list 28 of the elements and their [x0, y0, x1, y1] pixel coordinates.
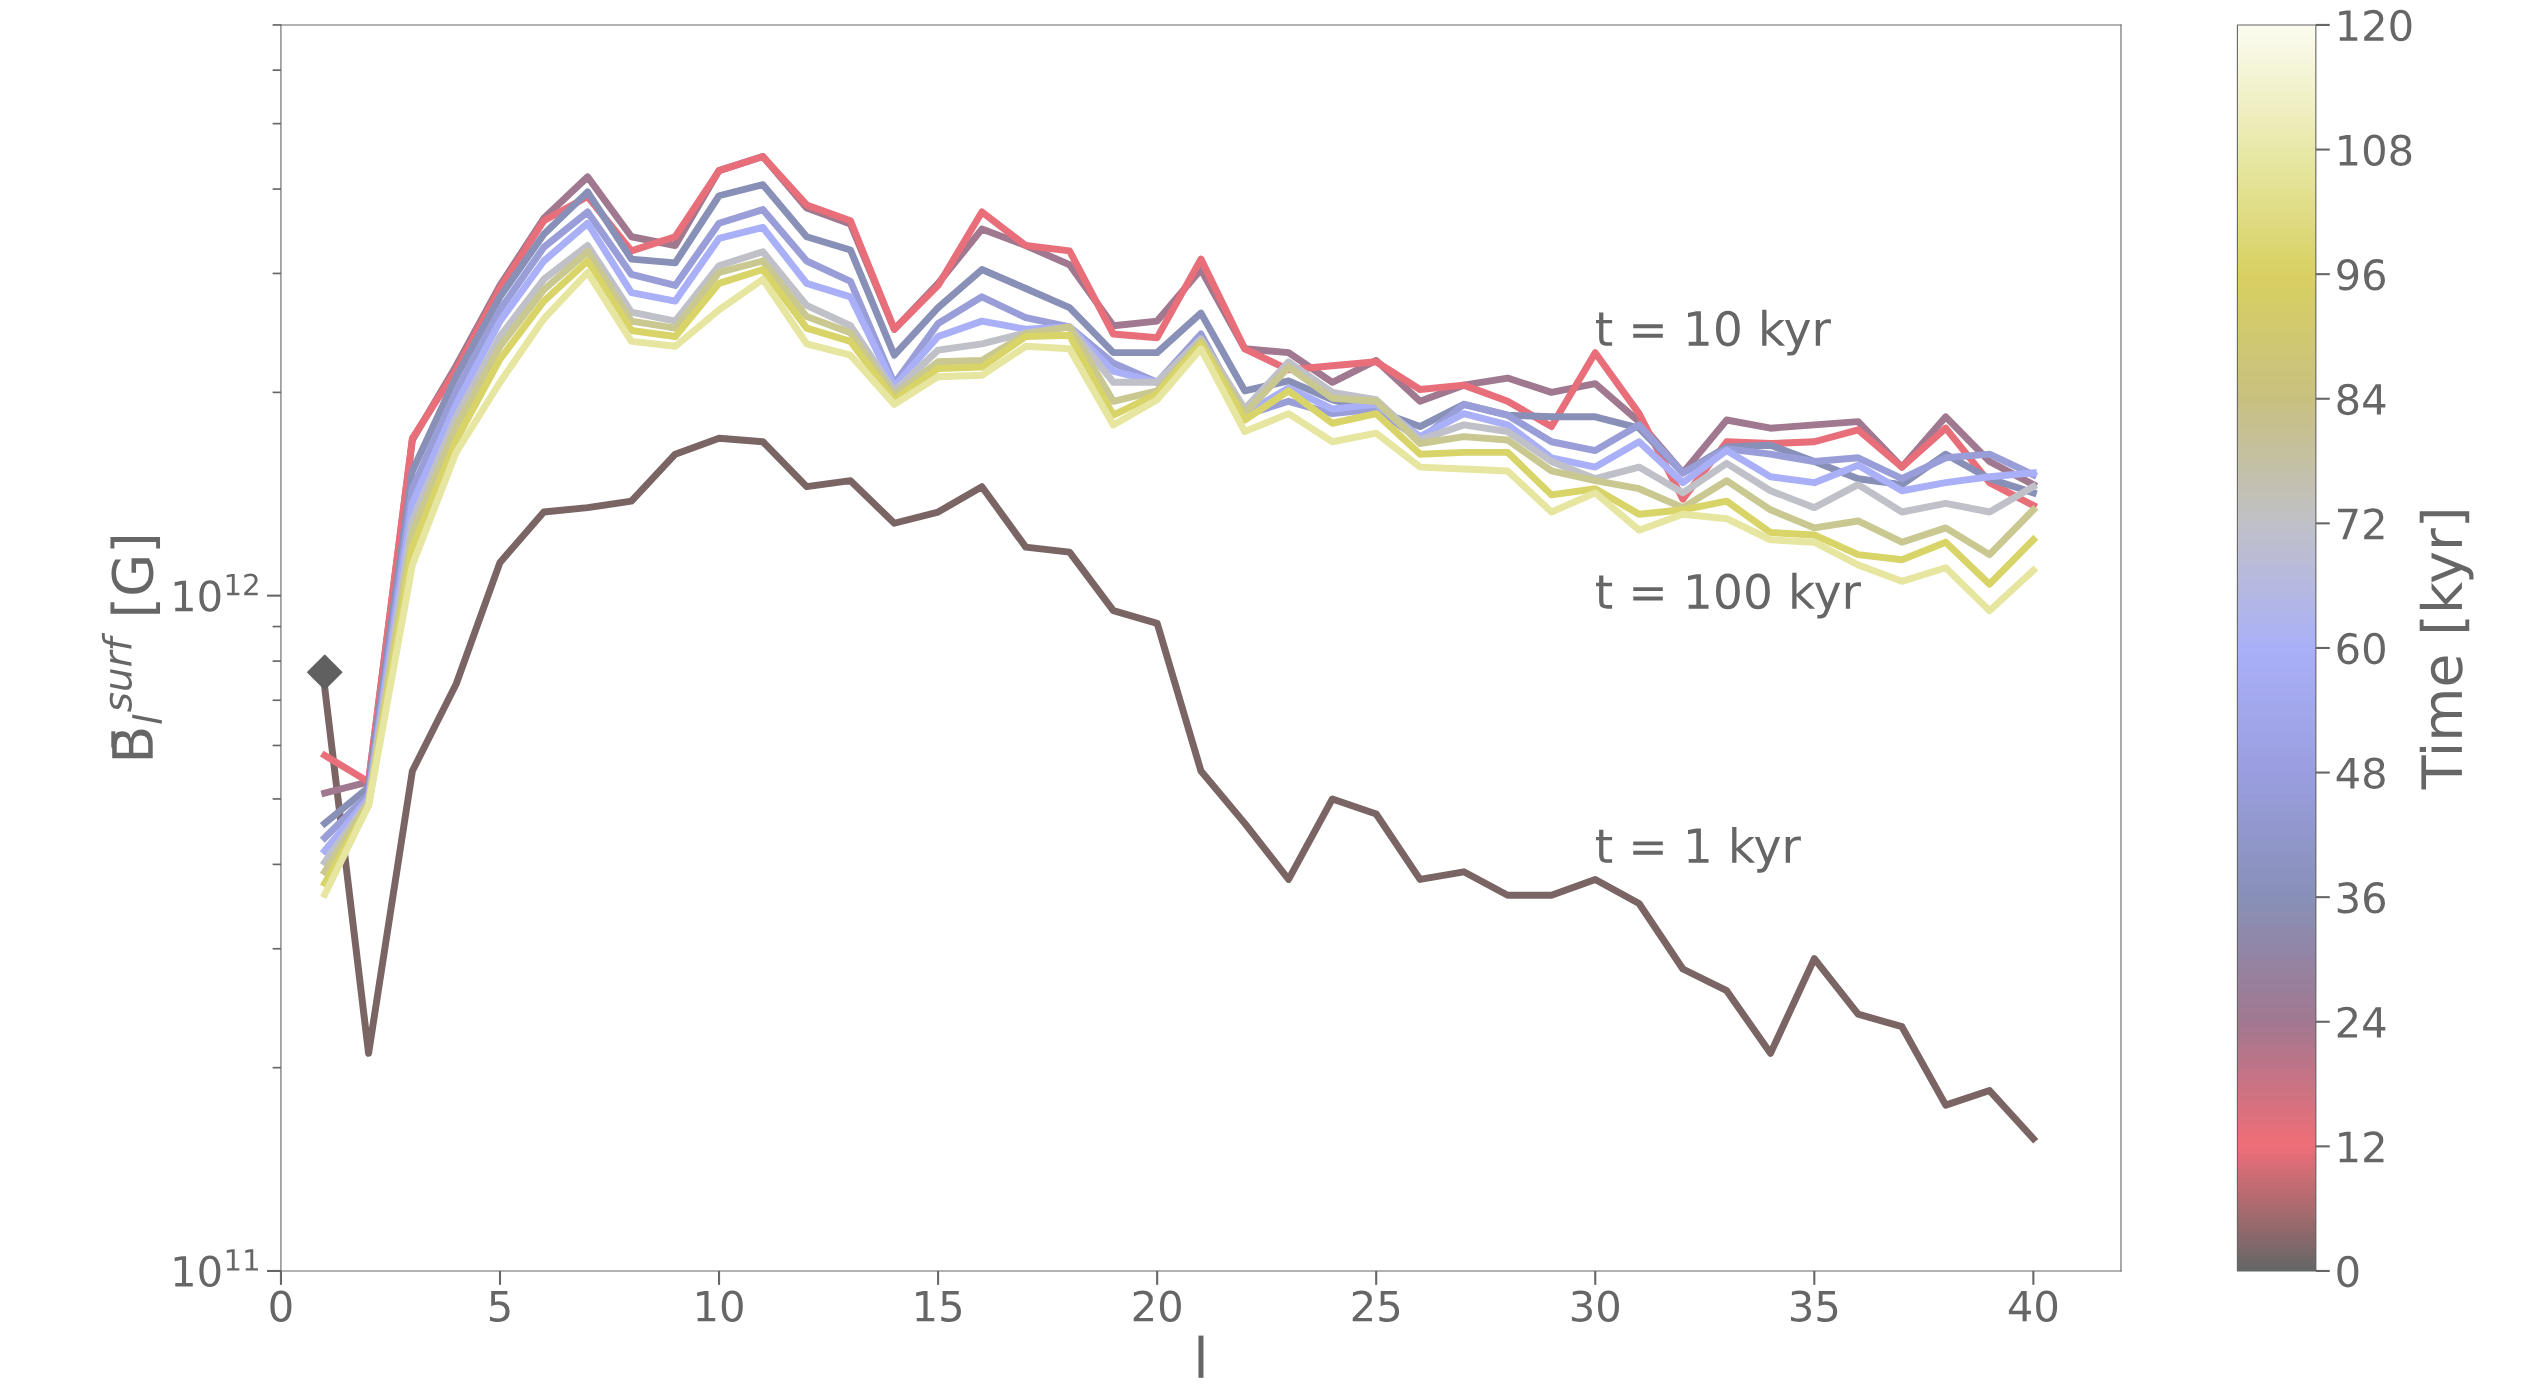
x-tick-label: 25 [1352, 1290, 1400, 1322]
color-bar-label: 0 [2337, 1255, 2359, 1288]
annotation: t = 1 kyr [1596, 826, 1801, 873]
x-tick-label: 10 [697, 1290, 743, 1322]
x-tick-label: 30 [1571, 1290, 1619, 1322]
color-bar-label: 96 [2337, 259, 2386, 291]
color-bar-label: 24 [2337, 1006, 2386, 1038]
color-bar-label: 12 [2339, 1131, 2384, 1163]
color-bar-title: Time [kyr] [2419, 511, 2474, 790]
x-tick-label: 35 [1790, 1290, 1838, 1322]
color-bar-label: 84 [2337, 383, 2386, 416]
x-tick-label: 0 [270, 1290, 292, 1322]
x-tick-label: 20 [1133, 1290, 1181, 1322]
annotation: t = 100 kyr [1596, 572, 1861, 619]
y-tick-label: 10$^{11}$ [174, 1249, 258, 1288]
annotation: t = 10 kyr [1596, 309, 1831, 356]
x-tick-label: 40 [2008, 1290, 2058, 1322]
x-tick-label: 5 [489, 1290, 510, 1322]
color-bar-label: 36 [2337, 882, 2386, 914]
y-axis-title: B̄$_{l}$$^{surf}$ [G] [101, 536, 162, 759]
x-tick-label: 15 [916, 1290, 961, 1322]
color-bar-label: 120 [2339, 9, 2412, 42]
y-tick-label: 10$^{12}$ [174, 573, 258, 612]
x-axis-title: l [1198, 1335, 1204, 1378]
color-bar-label: 60 [2337, 632, 2385, 665]
color-bar-label: 48 [2336, 757, 2385, 789]
color-bar-label: 72 [2338, 508, 2384, 540]
color-bar-label: 108 [2339, 134, 2412, 166]
